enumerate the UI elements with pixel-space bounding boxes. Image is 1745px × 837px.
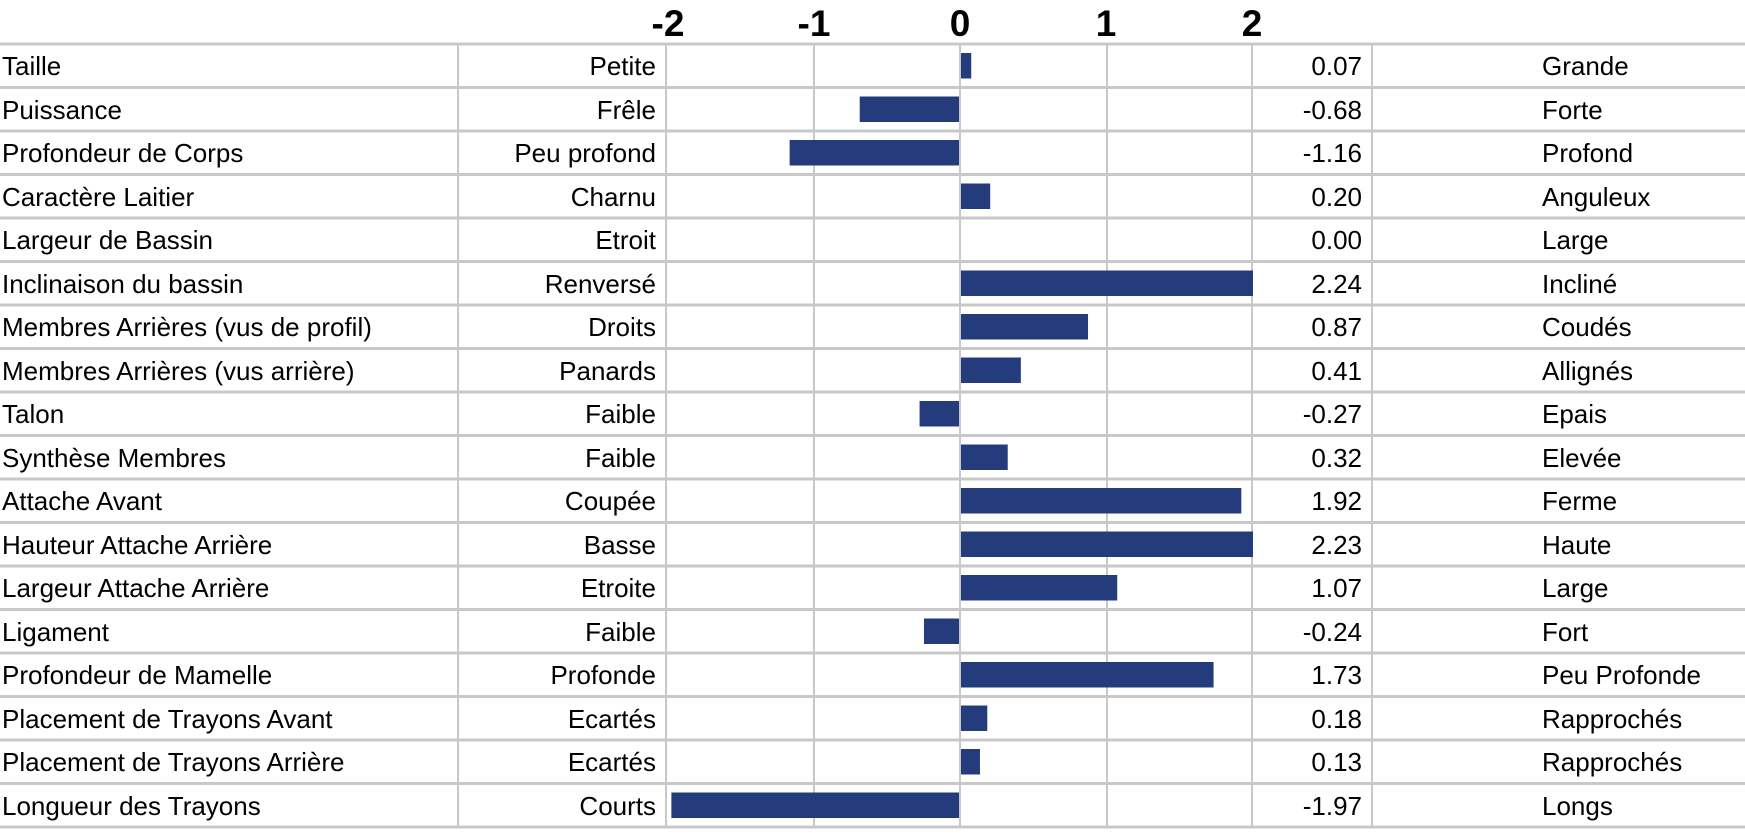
high-extreme-label: Grande bbox=[1542, 51, 1629, 81]
low-extreme-label: Renversé bbox=[544, 268, 656, 299]
x-tick-label: -2 bbox=[651, 3, 685, 44]
bar-2 bbox=[789, 140, 959, 166]
low-extreme-label: Faible bbox=[585, 442, 656, 473]
low-extreme-label: Etroite bbox=[580, 573, 656, 603]
value-label: -1.16 bbox=[1302, 138, 1362, 168]
value-label: 1.73 bbox=[1311, 660, 1362, 690]
value-label: -1.97 bbox=[1302, 790, 1362, 821]
bar-13 bbox=[923, 618, 959, 644]
bar-16 bbox=[961, 749, 980, 775]
bar-8 bbox=[919, 401, 959, 427]
value-label: 0.32 bbox=[1311, 442, 1362, 473]
trait-label: Hauteur Attache Arrière bbox=[2, 529, 273, 560]
x-tick-label: 1 bbox=[1095, 3, 1117, 44]
high-extreme-label: Haute bbox=[1542, 529, 1612, 560]
value-label: 1.07 bbox=[1311, 573, 1362, 603]
trait-label: Placement de Trayons Arrière bbox=[2, 747, 345, 777]
high-extreme-label: Profond bbox=[1542, 138, 1634, 168]
low-extreme-label: Frêle bbox=[596, 94, 656, 125]
trait-label: Placement de Trayons Avant bbox=[2, 703, 333, 734]
value-label: 0.00 bbox=[1311, 225, 1362, 255]
low-extreme-label: Faible bbox=[585, 399, 656, 429]
high-extreme-label: Epais bbox=[1542, 399, 1608, 429]
trait-label: Profondeur de Mamelle bbox=[2, 660, 273, 690]
low-extreme-label: Petite bbox=[589, 51, 657, 81]
value-label: 0.87 bbox=[1311, 312, 1362, 342]
trait-label: Taille bbox=[2, 51, 62, 81]
trait-label: Synthèse Membres bbox=[2, 442, 226, 473]
high-extreme-label: Large bbox=[1542, 225, 1609, 255]
x-tick-label: -1 bbox=[797, 3, 831, 44]
value-label: 0.18 bbox=[1311, 703, 1362, 734]
high-extreme-label: Coudés bbox=[1542, 312, 1632, 342]
trait-label: Caractère Laitier bbox=[2, 181, 195, 212]
trait-label: Membres Arrières (vus arrière) bbox=[2, 355, 355, 386]
trait-label: Membres Arrières (vus de profil) bbox=[2, 312, 372, 342]
high-extreme-label: Elevée bbox=[1542, 442, 1622, 473]
low-extreme-label: Charnu bbox=[570, 181, 656, 212]
bar-14 bbox=[961, 662, 1214, 688]
bar-17 bbox=[671, 792, 959, 818]
bar-7 bbox=[961, 357, 1021, 383]
value-label: 0.07 bbox=[1311, 51, 1362, 81]
bar-11 bbox=[961, 531, 1253, 557]
low-extreme-label: Profonde bbox=[550, 660, 656, 690]
value-label: 0.41 bbox=[1311, 355, 1362, 386]
trait-label: Inclinaison du bassin bbox=[2, 268, 244, 299]
high-extreme-label: Forte bbox=[1542, 94, 1603, 125]
x-tick-label: 0 bbox=[949, 3, 971, 44]
value-label: 2.24 bbox=[1311, 268, 1362, 299]
bar-10 bbox=[961, 488, 1242, 514]
bar-15 bbox=[961, 705, 988, 731]
value-label: 1.92 bbox=[1311, 486, 1362, 516]
bar-1 bbox=[859, 96, 959, 122]
value-label: 0.20 bbox=[1311, 181, 1362, 212]
bar-0 bbox=[961, 53, 972, 79]
low-extreme-label: Basse bbox=[583, 529, 656, 560]
high-extreme-label: Ferme bbox=[1542, 486, 1618, 516]
low-extreme-label: Faible bbox=[585, 616, 656, 647]
low-extreme-label: Ecartés bbox=[567, 747, 656, 777]
trait-label: Profondeur de Corps bbox=[2, 138, 244, 168]
high-extreme-label: Fort bbox=[1542, 616, 1589, 647]
low-extreme-label: Coupée bbox=[564, 486, 656, 516]
high-extreme-label: Rapprochés bbox=[1542, 703, 1683, 734]
value-label: -0.24 bbox=[1302, 616, 1362, 647]
trait-label: Longueur des Trayons bbox=[2, 790, 261, 821]
bar-6 bbox=[961, 314, 1089, 340]
low-extreme-label: Peu profond bbox=[514, 138, 656, 168]
bar-3 bbox=[961, 183, 991, 209]
bar-12 bbox=[961, 575, 1118, 601]
low-extreme-label: Courts bbox=[579, 790, 656, 821]
high-extreme-label: Allignés bbox=[1542, 355, 1634, 386]
low-extreme-label: Ecartés bbox=[567, 703, 656, 734]
low-extreme-label: Droits bbox=[588, 312, 656, 342]
high-extreme-label: Incliné bbox=[1542, 268, 1618, 299]
value-label: 0.13 bbox=[1311, 747, 1362, 777]
trait-label: Attache Avant bbox=[2, 486, 162, 516]
trait-label: Talon bbox=[2, 399, 65, 429]
value-label: -0.68 bbox=[1302, 94, 1362, 125]
low-extreme-label: Panards bbox=[559, 355, 656, 386]
low-extreme-label: Etroit bbox=[595, 225, 656, 255]
high-extreme-label: Longs bbox=[1542, 790, 1613, 821]
trait-label: Largeur de Bassin bbox=[2, 225, 214, 255]
value-label: -0.27 bbox=[1302, 399, 1362, 429]
high-extreme-label: Large bbox=[1542, 573, 1609, 603]
high-extreme-label: Rapprochés bbox=[1542, 747, 1683, 777]
trait-label: Largeur Attache Arrière bbox=[2, 573, 270, 603]
bar-9 bbox=[961, 444, 1008, 470]
high-extreme-label: Peu Profonde bbox=[1542, 660, 1702, 690]
x-tick-label: 2 bbox=[1241, 3, 1263, 44]
trait-label: Ligament bbox=[2, 616, 109, 647]
trait-label: Puissance bbox=[2, 94, 122, 125]
high-extreme-label: Anguleux bbox=[1542, 181, 1651, 212]
value-label: 2.23 bbox=[1311, 529, 1362, 560]
bar-5 bbox=[961, 270, 1253, 296]
